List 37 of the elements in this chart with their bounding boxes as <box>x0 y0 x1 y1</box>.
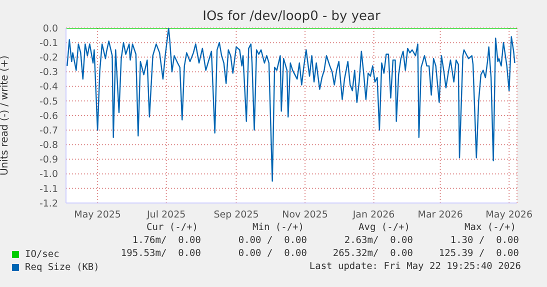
legend-label: Req Size (KB) <box>24 261 100 274</box>
text: 0.00 / 0.00 <box>238 248 307 259</box>
text: 1.30 / 0.00 <box>450 235 519 246</box>
x-tick-label: Jan 2026 <box>352 210 395 221</box>
x-tick-label: May 2025 <box>74 210 121 221</box>
text: 1.76m/ 0.00 <box>132 235 201 246</box>
text: Last update: Fri May 22 19:25:40 2026 <box>309 261 521 272</box>
chart-title: IOs for /dev/loop0 - by year <box>202 9 382 24</box>
text: 125.39 / 0.00 <box>438 248 519 259</box>
y-tick-label: -0.5 <box>39 96 58 108</box>
y-tick-label: -1.1 <box>39 184 58 195</box>
text: 0.00 / 0.00 <box>238 235 307 246</box>
y-tick-label: -0.8 <box>39 140 58 152</box>
text: 195.53m/ 0.00 <box>120 248 201 259</box>
text: 2.63m/ 0.00 <box>344 235 413 246</box>
legend-label: IO/sec <box>24 248 60 261</box>
y-tick-label: -0.7 <box>39 125 58 136</box>
x-tick-label: Mar 2026 <box>418 210 463 221</box>
y-tick-label: -0.9 <box>39 154 58 166</box>
y-tick-label: -0.3 <box>39 67 58 78</box>
y-tick-label: -1.2 <box>39 198 58 210</box>
text: 265.32m/ 0.00 <box>332 248 413 259</box>
y-tick-label: -0.6 <box>39 110 58 122</box>
x-tick-label: Sep 2025 <box>214 210 259 221</box>
x-tick-label: Jul 2025 <box>146 210 186 221</box>
x-tick-label: Nov 2025 <box>282 210 328 221</box>
y-tick-label: 0.0 <box>42 23 58 34</box>
y-tick-label: -0.2 <box>39 52 58 64</box>
text: Max (-/+) <box>464 222 516 233</box>
x-tick-label: May 2026 <box>486 210 533 221</box>
text: Min (-/+) <box>252 222 304 233</box>
y-tick-label: -0.1 <box>39 38 58 49</box>
y-axis-title: Units read (-) / write (+) <box>0 55 11 176</box>
text: Avg (-/+) <box>358 222 410 233</box>
text: Cur (-/+) <box>146 222 198 233</box>
y-tick-label: -1.0 <box>39 169 58 180</box>
y-tick-label: -0.4 <box>39 82 58 93</box>
